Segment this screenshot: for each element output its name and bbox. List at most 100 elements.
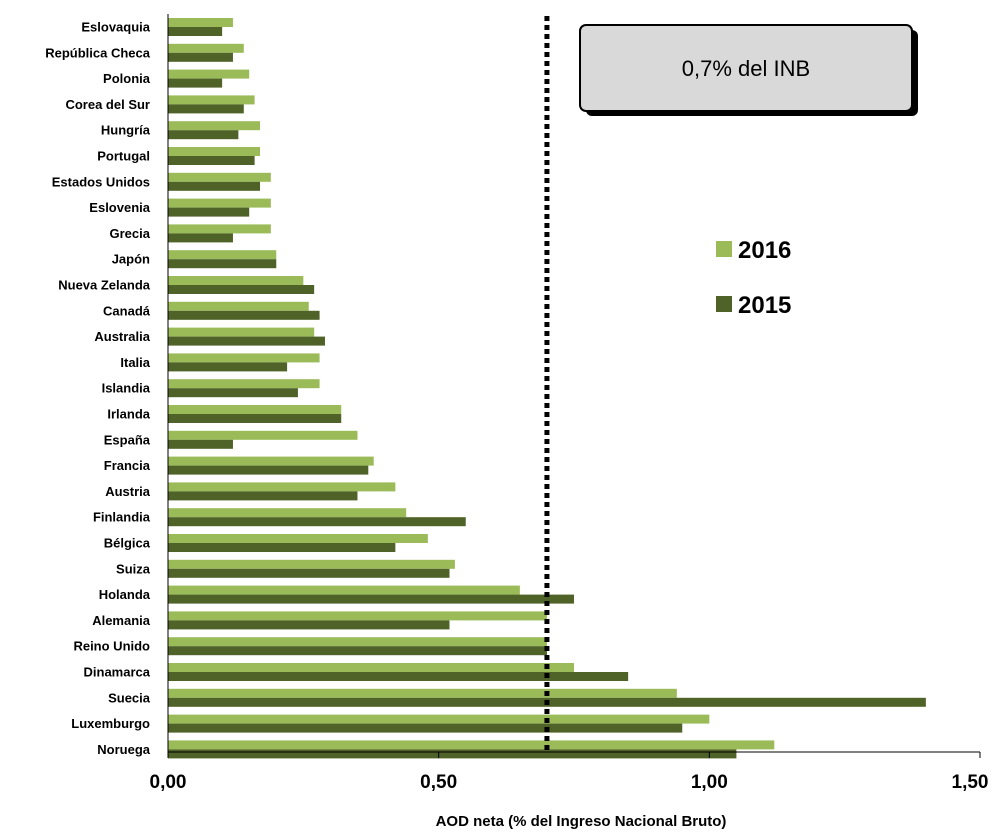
bar-2015-1 bbox=[168, 52, 233, 62]
bar-2016-6 bbox=[168, 172, 271, 182]
bar-2015-11 bbox=[168, 310, 320, 320]
bar-2015-16 bbox=[168, 439, 233, 449]
category-label: Portugal bbox=[97, 149, 150, 164]
category-label: Alemania bbox=[92, 613, 151, 628]
legend: 2016 2015 bbox=[716, 237, 791, 319]
bar-2015-27 bbox=[168, 723, 683, 733]
bar-2015-17 bbox=[168, 465, 369, 475]
category-label: Canadá bbox=[103, 303, 151, 318]
legend-label-2015: 2015 bbox=[738, 292, 791, 319]
category-label: Japón bbox=[112, 252, 150, 267]
bar-2016-7 bbox=[168, 198, 271, 208]
bar-2016-28 bbox=[168, 740, 775, 750]
bar-2015-21 bbox=[168, 568, 450, 578]
category-labels: Eslovaquia República Checa Polonia Corea de… bbox=[45, 20, 151, 757]
bar-2016-4 bbox=[168, 121, 261, 131]
category-label: Suiza bbox=[116, 561, 151, 576]
legend-swatch-2016 bbox=[716, 241, 732, 257]
category-label: Grecia bbox=[110, 226, 151, 241]
bar-2016-2 bbox=[168, 69, 250, 79]
bar-2016-23 bbox=[168, 611, 547, 621]
category-label: Polonia bbox=[103, 71, 151, 86]
legend-label-2016: 2016 bbox=[738, 237, 791, 264]
bar-2016-13 bbox=[168, 353, 320, 363]
bar-2015-10 bbox=[168, 285, 315, 294]
bar-2015-12 bbox=[168, 336, 325, 346]
bar-2016-8 bbox=[168, 224, 271, 234]
bar-2016-12 bbox=[168, 327, 315, 337]
category-label: Suecia bbox=[108, 690, 151, 705]
callout-label: 0,7% del INB bbox=[682, 56, 810, 81]
category-label: Australia bbox=[94, 329, 150, 344]
bar-2015-18 bbox=[168, 491, 358, 501]
bar-2016-18 bbox=[168, 482, 396, 492]
category-label: Eslovenia bbox=[89, 200, 150, 215]
bar-2016-5 bbox=[168, 147, 261, 156]
bar-2016-16 bbox=[168, 430, 358, 440]
category-label: Corea del Sur bbox=[65, 97, 150, 112]
bar-2016-3 bbox=[168, 95, 255, 105]
bar-2015-8 bbox=[168, 233, 233, 243]
bar-2015-14 bbox=[168, 388, 298, 398]
bar-2016-26 bbox=[168, 688, 677, 698]
bar-2015-2 bbox=[168, 78, 223, 88]
bar-2016-21 bbox=[168, 559, 455, 569]
category-label: Hungría bbox=[101, 123, 151, 138]
category-label: Noruega bbox=[97, 742, 151, 757]
category-label: Austria bbox=[105, 484, 151, 499]
x-axis-title: AOD neta (% del Ingreso Nacional Bruto) bbox=[436, 813, 727, 830]
bar-2016-10 bbox=[168, 276, 304, 285]
category-label: Nueva Zelanda bbox=[58, 278, 151, 293]
x-tick-label: 0,50 bbox=[420, 772, 457, 793]
bar-2015-22 bbox=[168, 594, 574, 604]
category-label: Estados Unidos bbox=[52, 174, 150, 189]
bar-2015-3 bbox=[168, 104, 244, 114]
category-label: Islandia bbox=[102, 381, 151, 396]
bar-2015-5 bbox=[168, 156, 255, 165]
x-tick-label: 1,00 bbox=[691, 772, 728, 793]
bar-2016-20 bbox=[168, 534, 428, 543]
callout-box bbox=[579, 24, 913, 112]
bar-2015-28 bbox=[168, 749, 737, 759]
x-tick-label: 1,50 bbox=[952, 772, 989, 793]
bar-2016-24 bbox=[168, 637, 547, 647]
bar-2016-17 bbox=[168, 456, 374, 466]
bar-2016-19 bbox=[168, 508, 407, 518]
bar-2015-0 bbox=[168, 27, 223, 36]
bar-2016-14 bbox=[168, 379, 320, 389]
bar-2015-23 bbox=[168, 620, 450, 630]
x-tick-label: 0,00 bbox=[150, 772, 187, 793]
legend-swatch-2015 bbox=[716, 296, 732, 312]
reference-callout: 0,7% del INB bbox=[579, 24, 918, 116]
bar-2016-0 bbox=[168, 18, 233, 27]
category-label: Bélgica bbox=[104, 536, 151, 551]
bar-2015-6 bbox=[168, 181, 261, 191]
bar-2016-1 bbox=[168, 43, 244, 53]
category-label: Luxemburgo bbox=[71, 716, 150, 731]
bars-layer bbox=[168, 18, 926, 759]
bar-2015-25 bbox=[168, 672, 629, 681]
bar-2016-22 bbox=[168, 585, 520, 595]
category-label: Holanda bbox=[99, 587, 151, 602]
bar-2016-15 bbox=[168, 405, 342, 414]
bar-2015-24 bbox=[168, 646, 547, 656]
x-ticks: 0,00 0,50 1,00 1,50 bbox=[150, 752, 989, 793]
bar-2015-15 bbox=[168, 414, 342, 423]
bar-2016-25 bbox=[168, 663, 574, 672]
category-label: España bbox=[104, 432, 151, 447]
category-label: Irlanda bbox=[107, 407, 150, 422]
category-label: Reino Unido bbox=[73, 639, 150, 654]
category-label: República Checa bbox=[45, 45, 151, 60]
bar-2016-9 bbox=[168, 250, 277, 260]
bar-2015-19 bbox=[168, 517, 466, 527]
category-label: Italia bbox=[120, 355, 150, 370]
bar-2015-4 bbox=[168, 130, 239, 140]
bar-2015-20 bbox=[168, 543, 396, 552]
bar-2016-27 bbox=[168, 714, 710, 724]
category-label: Francia bbox=[104, 458, 151, 473]
category-label: Eslovaquia bbox=[81, 20, 150, 35]
category-label: Dinamarca bbox=[84, 665, 151, 680]
bar-2016-11 bbox=[168, 301, 309, 311]
bar-2015-9 bbox=[168, 259, 277, 269]
